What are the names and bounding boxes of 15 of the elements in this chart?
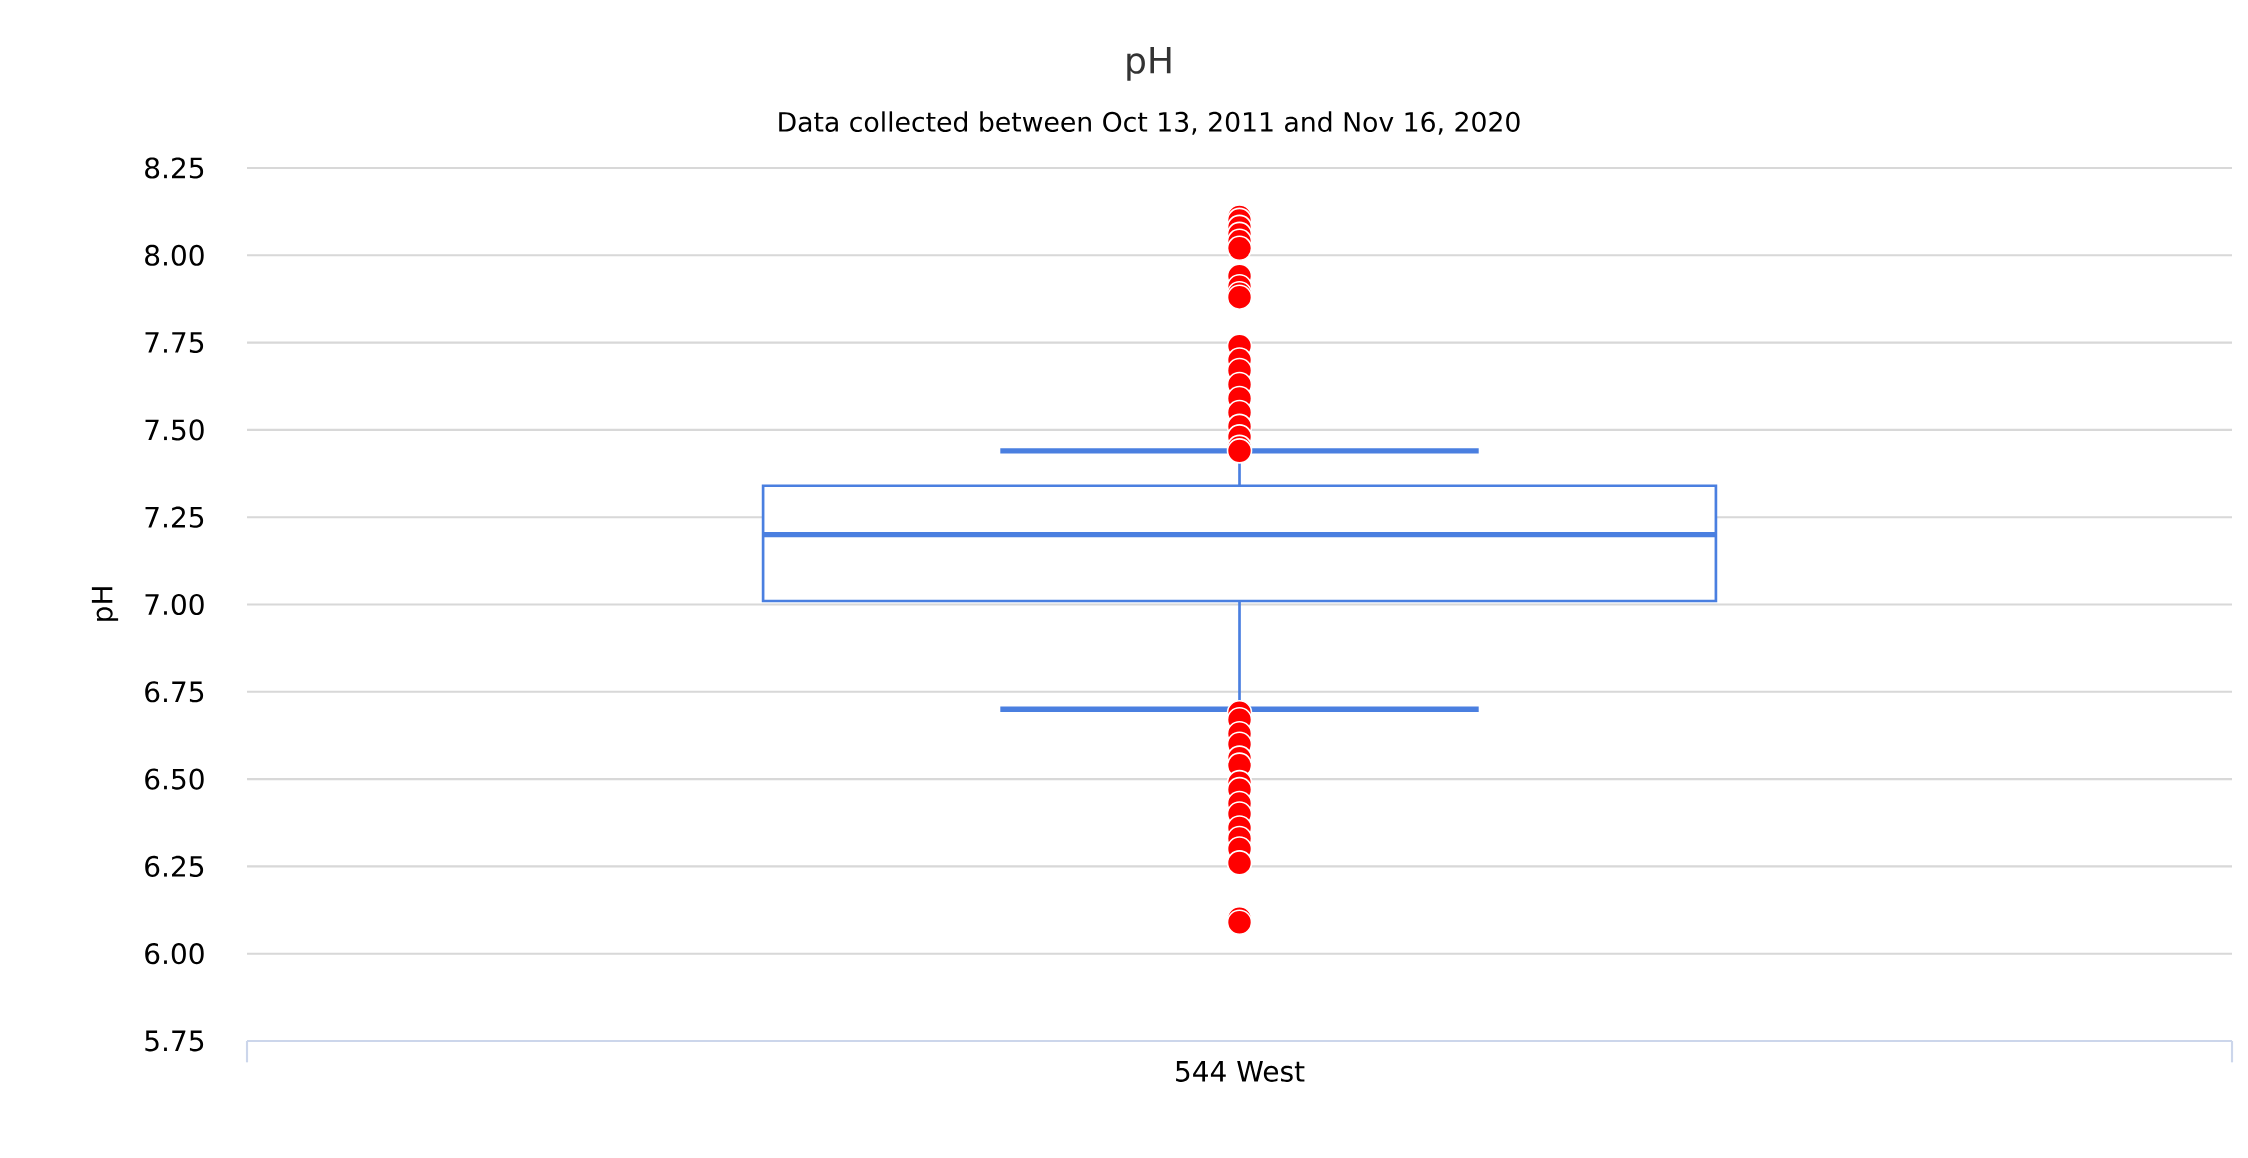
y-tick-label: 7.50 xyxy=(145,419,204,441)
y-tick-label: 7.75 xyxy=(145,332,204,353)
y-tick-label: 8.25 xyxy=(145,157,204,179)
x-tick-label: 544 West xyxy=(1176,1061,1305,1082)
y-tick-label: 6.00 xyxy=(145,943,204,965)
chart-title: pH xyxy=(1127,47,1171,81)
y-tick-label: 8.00 xyxy=(145,244,204,266)
y-tick-label: 6.50 xyxy=(145,768,204,790)
y-tick-label: 6.25 xyxy=(145,855,204,877)
y-tick-label: 5.75 xyxy=(145,1030,204,1052)
y-axis-title: pH xyxy=(91,587,119,621)
y-tick-label: 7.25 xyxy=(145,506,204,528)
y-tick-label: 7.00 xyxy=(145,593,204,616)
y-tick-label: 6.75 xyxy=(145,681,204,703)
chart-subtitle: Data collected between Oct 13, 2011 and Nov 16, 2020 xyxy=(779,111,1520,135)
